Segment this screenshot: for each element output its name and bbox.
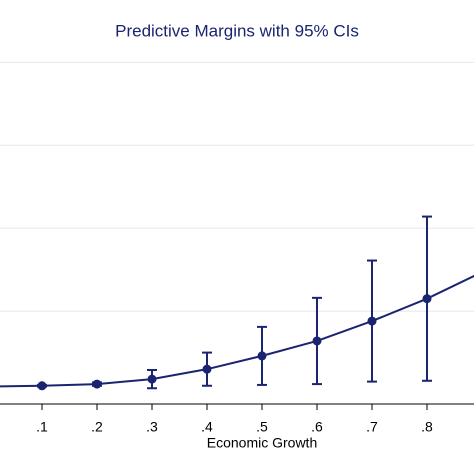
point [147,374,157,384]
point [37,381,47,391]
point [202,364,212,374]
x-tick-label: .6 [311,419,323,435]
point [422,294,432,304]
x-axis-label: Economic Growth [207,435,317,451]
point [257,351,267,361]
x-tick-label: .7 [366,419,378,435]
point [312,336,322,346]
x-tick-label: .4 [201,419,213,435]
point [92,379,102,389]
chart-title: Predictive Margins with 95% CIs [115,21,359,40]
point [367,316,377,326]
x-tick-label: .5 [256,419,268,435]
x-tick-label: .3 [146,419,158,435]
x-tick-label: .1 [36,419,48,435]
line [0,274,474,388]
x-tick-label: .8 [421,419,433,435]
x-tick-label: .2 [91,419,103,435]
